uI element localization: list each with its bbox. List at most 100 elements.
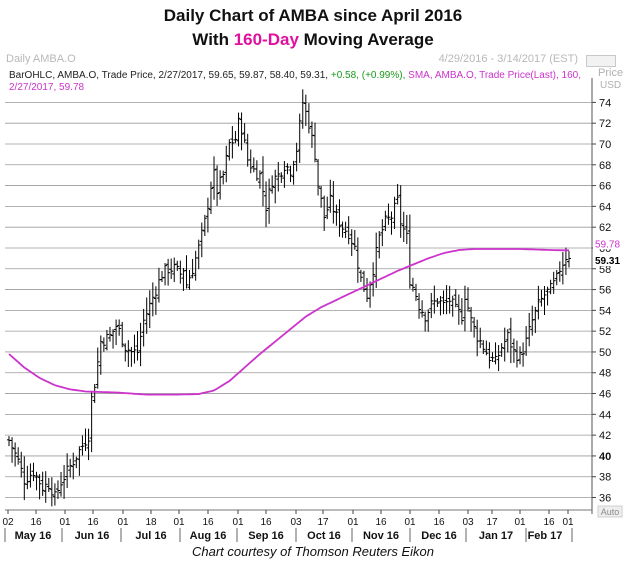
- ohlc-bar: [71, 452, 76, 480]
- ohlc-bar: [410, 277, 415, 292]
- x-tick-label: 01: [404, 517, 416, 528]
- x-tick-label: 16: [202, 517, 214, 528]
- y-tick-label: 54: [599, 305, 611, 317]
- ohlc-bar: [358, 269, 363, 282]
- ohlc-bar: [505, 329, 510, 353]
- y-tick-label: 36: [599, 493, 611, 505]
- x-tick-label: 16: [30, 517, 42, 528]
- x-month-label: Oct 16: [307, 530, 341, 542]
- title-highlight: 160-Day: [233, 30, 299, 49]
- ohlc-bar: [184, 255, 189, 289]
- ohlc-bar: [62, 465, 67, 499]
- x-month-label: Nov 16: [363, 530, 399, 542]
- x-tick-label: 01: [514, 517, 526, 528]
- x-tick-label: 16: [87, 517, 99, 528]
- y-tick-label: 66: [599, 181, 611, 193]
- ohlc-bar: [120, 321, 125, 348]
- ohlc-bar: [19, 451, 24, 478]
- ohlc-bar: [417, 293, 422, 319]
- ohlc-bar: [138, 322, 143, 367]
- ohlc-bar: [160, 271, 164, 282]
- ohlc-bar: [98, 335, 103, 375]
- ohlc-bar: [524, 326, 529, 356]
- ohlc-bar: [554, 270, 559, 286]
- ohlc-bar: [107, 326, 112, 342]
- ohlc-bar: [389, 211, 394, 235]
- x-tick-label: 17: [486, 517, 498, 528]
- ohlc-bar: [279, 172, 284, 183]
- ohlc-bar: [31, 462, 36, 482]
- ohlc-bar: [270, 175, 275, 194]
- ohlc-bar: [542, 285, 547, 315]
- ohlc-bar: [493, 342, 498, 365]
- x-tick-label: 01: [347, 517, 359, 528]
- ohlc-bar: [475, 319, 480, 357]
- ohlc-bar: [254, 160, 259, 181]
- y-tick-label: 72: [599, 118, 611, 130]
- ohlc-bar: [83, 428, 88, 451]
- y-tick-label: 62: [599, 222, 611, 234]
- ohlc-bar: [450, 295, 455, 317]
- x-tick-label: 02: [2, 517, 14, 528]
- ohlc-bar: [285, 163, 290, 175]
- ohlc-bar: [212, 156, 217, 200]
- ohlc-bar: [404, 214, 409, 245]
- ohlc-bar: [551, 271, 556, 294]
- y-tick-label: 48: [599, 368, 611, 380]
- ohlc-bar: [260, 156, 265, 207]
- x-tick-label: 01: [173, 517, 185, 528]
- ohlc-bar: [92, 384, 97, 403]
- ohlc-bar: [469, 306, 474, 332]
- ohlc-bar: [190, 258, 195, 279]
- ohlc-bar: [438, 295, 443, 316]
- ohlc-bar: [224, 145, 229, 183]
- ohlc-bar: [481, 340, 486, 355]
- ohlc-bar: [518, 346, 523, 365]
- ohlc-bar: [487, 342, 492, 369]
- y-tick-label: 52: [599, 326, 611, 338]
- x-month-label: Dec 16: [421, 530, 456, 542]
- ohlc-bar: [316, 159, 321, 196]
- ohlc-bar: [28, 463, 33, 488]
- y-tick-label: 56: [599, 285, 611, 297]
- ohlc-bar: [172, 257, 177, 283]
- y-tick-label: 42: [599, 430, 611, 442]
- ohlc-bar: [147, 290, 152, 329]
- ohlc-bar: [560, 252, 565, 285]
- ohlc-bar: [7, 436, 11, 447]
- ohlc-bar: [340, 221, 345, 238]
- ohlc-bar: [233, 130, 238, 144]
- ohlc-bar: [297, 113, 302, 163]
- ohlc-bar: [466, 287, 470, 312]
- x-tick-label: 01: [232, 517, 244, 528]
- ohlc-bar: [459, 298, 464, 325]
- ohlc-bar: [441, 290, 446, 315]
- x-month-label: Feb 17: [528, 530, 563, 542]
- ohlc-bar: [502, 327, 507, 362]
- ohlc-bar: [331, 181, 336, 224]
- ohlc-bar: [423, 311, 428, 332]
- ohlc-bar: [68, 458, 73, 478]
- ohlc-bar: [539, 289, 544, 307]
- x-tick-label: 18: [145, 517, 157, 528]
- ohlc-bar: [13, 442, 18, 467]
- ohlc-bar: [420, 300, 425, 318]
- toolbar-icon[interactable]: [586, 55, 616, 67]
- ohlc-bar: [334, 204, 339, 226]
- sma-tag-bg: [593, 238, 623, 250]
- ohlc-bar: [566, 250, 571, 268]
- price-change: +0.58, (+0.99%),: [330, 70, 406, 81]
- ohlc-bar: [343, 221, 348, 239]
- ohlc-bar: [429, 292, 434, 319]
- ohlc-bar: [325, 196, 330, 220]
- x-tick-label: 16: [260, 517, 272, 528]
- sma-value-tag: 59.78: [593, 238, 623, 250]
- y-axis-title: Price: [598, 67, 623, 79]
- ohlc-bar: [205, 197, 210, 233]
- ohlc-bar: [401, 211, 406, 243]
- x-month-label: Jun 16: [75, 530, 110, 542]
- ohlc-bar: [380, 219, 385, 247]
- ohlc-bar: [306, 103, 311, 134]
- ohlc-bar: [377, 231, 382, 259]
- ohlc-bar: [291, 160, 296, 185]
